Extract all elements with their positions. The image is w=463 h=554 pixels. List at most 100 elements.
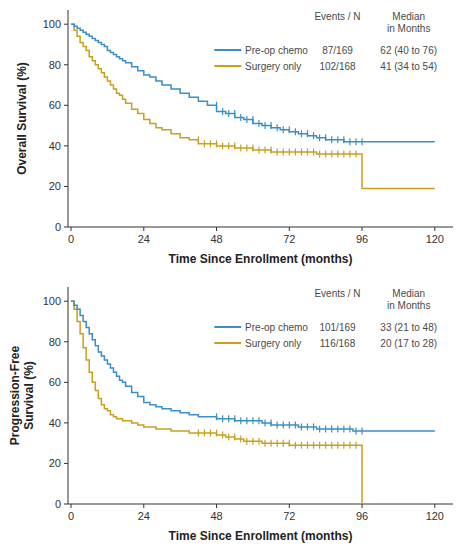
legend-header-line: Median xyxy=(392,288,425,299)
legend-header: Medianin Months xyxy=(387,288,430,311)
censor-mark xyxy=(264,146,265,153)
censor-mark xyxy=(295,148,296,155)
legend-header-line: Median xyxy=(392,11,425,22)
censor-mark xyxy=(361,138,362,145)
censor-mark xyxy=(216,102,217,109)
x-tick xyxy=(289,227,290,231)
censor-mark xyxy=(355,442,356,449)
legend-header: Events / N xyxy=(314,288,360,299)
censor-mark xyxy=(283,421,284,428)
censor-mark xyxy=(307,130,308,137)
y-axis-label-line: Progression-Free xyxy=(8,345,22,445)
censor-mark xyxy=(283,148,284,155)
legend-label: Pre-op chemo xyxy=(245,45,308,56)
legend-header: Events / N xyxy=(314,11,360,22)
y-tick-label: 80 xyxy=(49,59,61,71)
survival-curve xyxy=(71,24,435,142)
censor-mark xyxy=(289,126,290,133)
y-tick xyxy=(64,463,68,464)
x-tick-label: 72 xyxy=(283,510,295,522)
y-axis-label: Progression-FreeSurvival (%) xyxy=(8,345,36,445)
censor-mark xyxy=(216,140,217,147)
censor-mark xyxy=(301,442,302,449)
censor-mark xyxy=(325,150,326,157)
y-tick-label: 60 xyxy=(49,99,61,111)
censor-mark xyxy=(198,430,199,437)
censor-mark xyxy=(216,430,217,437)
legend-label: Surgery only xyxy=(245,338,301,349)
background xyxy=(0,0,463,554)
censor-mark xyxy=(240,417,241,424)
censor-mark xyxy=(271,419,272,426)
censor-mark xyxy=(252,438,253,445)
censor-mark xyxy=(228,110,229,117)
censor-mark xyxy=(313,148,314,155)
censor-mark xyxy=(301,423,302,430)
legend-swatch xyxy=(214,342,241,344)
legend-swatch xyxy=(214,49,241,51)
x-tick xyxy=(289,504,290,508)
y-tick xyxy=(64,504,68,505)
censor-mark xyxy=(277,148,278,155)
y-tick-label: 0 xyxy=(55,498,61,510)
censor-mark xyxy=(337,150,338,157)
x-tick xyxy=(216,227,217,231)
censor-mark xyxy=(325,425,326,432)
x-tick xyxy=(71,504,72,508)
censor-mark xyxy=(331,425,332,432)
censor-mark xyxy=(204,430,205,437)
censor-mark xyxy=(271,440,272,447)
x-tick xyxy=(143,504,144,508)
censor-mark xyxy=(252,144,253,151)
censor-mark xyxy=(289,440,290,447)
censor-mark xyxy=(228,415,229,422)
censor-mark xyxy=(222,432,223,439)
censor-mark xyxy=(331,136,332,143)
y-axis-label-line: Overall Survival (%) xyxy=(15,62,29,175)
censor-mark xyxy=(283,126,284,133)
censor-mark xyxy=(295,421,296,428)
y-axis-label: Overall Survival (%) xyxy=(15,62,29,175)
y-tick xyxy=(64,64,68,65)
censor-mark xyxy=(246,144,247,151)
x-tick-label: 24 xyxy=(138,510,150,522)
censor-mark xyxy=(240,144,241,151)
x-tick-label: 96 xyxy=(356,510,368,522)
censor-mark xyxy=(258,438,259,445)
x-tick xyxy=(434,504,435,508)
x-tick xyxy=(434,227,435,231)
censor-mark xyxy=(331,150,332,157)
censor-mark xyxy=(228,434,229,441)
legend-header-line: Events / N xyxy=(314,288,360,299)
censor-mark xyxy=(325,442,326,449)
censor-mark xyxy=(258,120,259,127)
censor-mark xyxy=(264,122,265,129)
censor-mark xyxy=(246,116,247,123)
censor-mark xyxy=(337,425,338,432)
censor-mark xyxy=(277,421,278,428)
censor-mark xyxy=(319,134,320,141)
legend-swatch xyxy=(214,326,241,328)
legend-events: 102/168 xyxy=(319,61,356,72)
censor-mark xyxy=(252,417,253,424)
panel: 024487296120020406080100Time Since Enrol… xyxy=(15,10,453,266)
y-tick-label: 20 xyxy=(49,457,61,469)
legend-median: 20 (17 to 28) xyxy=(380,338,437,349)
censor-mark xyxy=(355,138,356,145)
legend: Events / NMedianin MonthsPre-op chemo101… xyxy=(214,288,437,349)
censor-mark xyxy=(277,440,278,447)
censor-mark xyxy=(307,148,308,155)
censor-mark xyxy=(264,440,265,447)
x-tick-label: 96 xyxy=(356,233,368,245)
censor-mark xyxy=(210,430,211,437)
y-tick xyxy=(64,422,68,423)
censor-mark xyxy=(289,421,290,428)
censor-mark xyxy=(210,140,211,147)
legend-header-line: Events / N xyxy=(314,11,360,22)
censor-mark xyxy=(331,442,332,449)
censor-mark xyxy=(234,434,235,441)
censor-mark xyxy=(264,419,265,426)
censor-mark xyxy=(234,415,235,422)
y-tick xyxy=(64,145,68,146)
y-axis xyxy=(68,287,69,504)
